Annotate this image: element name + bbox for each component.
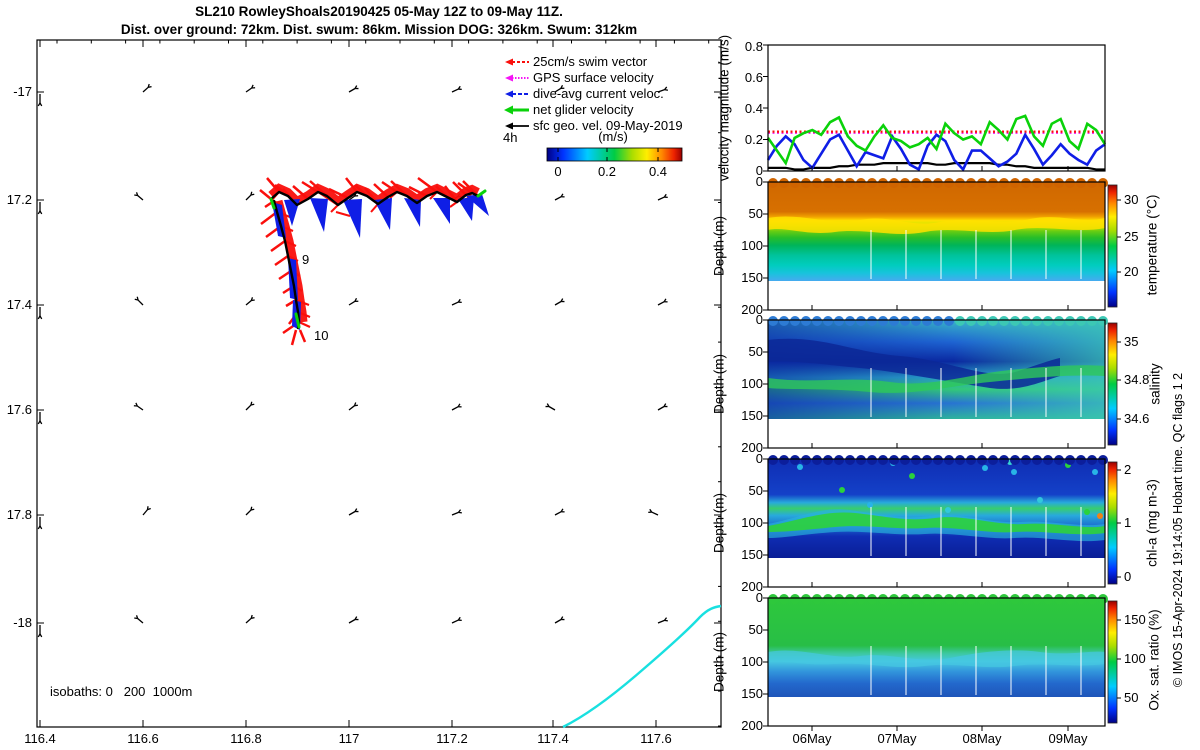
- temp-cbtick: 30: [1124, 192, 1139, 207]
- lon-tick-label: 116.6: [127, 731, 159, 746]
- temp-ytick: 200: [741, 302, 763, 317]
- lat-tick-label: 17.6: [6, 402, 32, 417]
- chl-colorbar-label: chl-a (mg m-3): [1144, 479, 1160, 567]
- oxy-ytick: 150: [741, 686, 763, 701]
- oxy-ytick: 200: [741, 718, 763, 733]
- waypoint-label-9: 9: [302, 252, 310, 267]
- temp-cbtick: 25: [1124, 229, 1139, 244]
- date-tick: 07May: [877, 731, 917, 746]
- isobaths-label: isobaths: 0 200 1000m: [50, 684, 193, 699]
- salinity-section: [768, 320, 1105, 419]
- waypoint-label-10: 10: [314, 328, 329, 343]
- sal-ytick: 0: [755, 312, 763, 327]
- temp-ytick: 150: [741, 270, 763, 285]
- map-frame: [36, 39, 722, 728]
- chl-ytick: 100: [741, 515, 763, 530]
- net-glider-velocity-arrows: [269, 189, 487, 329]
- lon-tick-label: 117.6: [640, 731, 672, 746]
- velocity-axis-ticks: [763, 44, 1069, 172]
- lon-tick-label: 117: [338, 731, 360, 746]
- legend-item-net-velocity: net glider velocity: [533, 102, 634, 117]
- sal-ytick: 200: [741, 440, 763, 455]
- imos-watermark: © IMOS 15-Apr-2024 19:14:05 Hobart time.…: [1171, 372, 1185, 688]
- chl-cbtick: 0: [1124, 569, 1132, 584]
- chl-ytick: 50: [748, 483, 763, 498]
- oxy-cbtick: 50: [1124, 690, 1139, 705]
- legend-duration-label: 4h: [503, 130, 518, 145]
- figure-title-line2: Dist. over ground: 72km. Dist. swum: 86k…: [120, 22, 638, 37]
- velocity-ytick: 0.6: [744, 70, 763, 85]
- chl-ytick: 200: [741, 579, 763, 594]
- temperature-section: [768, 182, 1105, 281]
- lat-tick-label: -18: [13, 615, 32, 630]
- map-axis-ticks: [37, 40, 721, 727]
- chl-cbtick: 2: [1124, 462, 1132, 477]
- section-colorbars: [1107, 184, 1118, 724]
- oxy-ytick: 100: [741, 654, 763, 669]
- legend-item-dive-avg: dive-avg current veloc.: [533, 86, 664, 101]
- velocity-colorbar-tick: 0.4: [648, 164, 668, 179]
- velocity-colorbar-title: (m/s): [598, 129, 628, 144]
- legend-item-swim-vector: 25cm/s swim vector: [533, 54, 648, 69]
- sal-ytick: 50: [748, 344, 763, 359]
- oxy-ytick: 0: [755, 590, 763, 605]
- temperature-colorbar-label: temperature (°C): [1144, 194, 1160, 296]
- sal-cbtick: 34.6: [1124, 411, 1150, 426]
- sal-ytick: 150: [741, 408, 763, 423]
- legend-item-sfc-geo: sfc geo. vel. 09-May-2019: [533, 118, 683, 133]
- oxy-cbtick: 100: [1124, 651, 1146, 666]
- date-tick: 06May: [792, 731, 832, 746]
- lon-tick-label: 116.4: [24, 731, 56, 746]
- temp-ytick: 0: [755, 174, 763, 189]
- chl-ytick: 0: [755, 451, 763, 466]
- lon-tick-label: 117.2: [436, 731, 468, 746]
- panel-axis-ticks: [763, 181, 1069, 731]
- surface-geostrophic-arrow-grid: [37, 83, 669, 638]
- map-legend-graphics: [504, 58, 683, 162]
- oxygen-section: [768, 598, 1105, 697]
- profile-gap-lines: [870, 230, 1082, 695]
- lon-tick-label: 117.4: [537, 731, 569, 746]
- velocity-ytick: 0: [755, 163, 763, 178]
- salinity-colorbar-label: salinity: [1147, 363, 1163, 405]
- sal-cbtick: 35: [1124, 334, 1139, 349]
- date-tick: 08May: [962, 731, 1002, 746]
- velocity-colorbar-tick: 0.2: [597, 164, 617, 179]
- figure-title-line1: SL210 RowleyShoals20190425 05-May 12Z to…: [195, 4, 563, 19]
- velocity-series-lines: [766, 114, 1107, 172]
- temp-ytick: 100: [741, 238, 763, 253]
- oxy-cbtick: 150: [1124, 612, 1146, 627]
- chl-ytick: 150: [741, 547, 763, 562]
- profile-scallops: [768, 178, 1108, 604]
- lat-tick-label: 17.2: [6, 192, 32, 207]
- lat-tick-label: 17.8: [6, 507, 32, 522]
- sal-cbtick: 34.8: [1124, 372, 1150, 387]
- velocity-ytick: 0.4: [744, 101, 763, 116]
- velocity-colorbar: [546, 147, 683, 162]
- temp-ytick: 50: [748, 206, 763, 221]
- velocity-colorbar-tick: 0: [554, 164, 562, 179]
- date-tick: 09May: [1048, 731, 1088, 746]
- legend-item-gps-velocity: GPS surface velocity: [533, 70, 654, 85]
- velocity-ytick: 0.8: [744, 39, 763, 54]
- chl-cbtick: 1: [1124, 515, 1132, 530]
- temp-cbtick: 20: [1124, 264, 1139, 279]
- lat-tick-label: 17.4: [6, 297, 32, 312]
- oxy-ytick: 50: [748, 622, 763, 637]
- isobath-line: [562, 604, 722, 729]
- oxygen-colorbar-label: Ox. sat. ratio (%): [1146, 609, 1162, 711]
- lon-tick-label: 116.8: [230, 731, 262, 746]
- glider-track-line: [269, 190, 480, 330]
- colorbar-ticks: [1117, 199, 1121, 699]
- dive-avg-current-wedges: [272, 194, 489, 330]
- lat-tick-label: -17: [13, 84, 32, 99]
- sal-ytick: 100: [741, 376, 763, 391]
- velocity-ytick: 0.2: [744, 132, 763, 147]
- chl-section: [768, 459, 1105, 558]
